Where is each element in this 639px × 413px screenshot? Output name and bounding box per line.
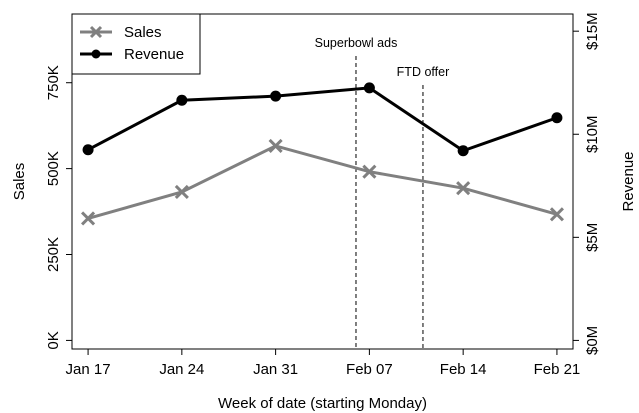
data-point-sales xyxy=(549,207,564,222)
marker-stroke xyxy=(174,184,189,200)
series-line-sales xyxy=(87,144,558,220)
y-tick-label: 250K xyxy=(45,237,62,272)
legend-label: Revenue xyxy=(124,46,184,63)
data-point-sales xyxy=(174,184,189,200)
series-line-revenue xyxy=(87,86,558,153)
axes-layer: Jan 17 Jan 24 Jan 31 Feb 07 Feb 14 Feb 21 0K 25… xyxy=(11,12,637,412)
x-tick-label: Feb 07 xyxy=(346,361,393,378)
x-tick-label: Feb 21 xyxy=(534,361,581,378)
marker-stroke xyxy=(81,211,96,226)
y2-axis-title: Revenue xyxy=(620,151,637,211)
data-point-sales xyxy=(81,211,96,226)
x-tick-label: Jan 24 xyxy=(159,361,204,378)
marker-stroke xyxy=(89,25,103,39)
plot-frame xyxy=(71,13,574,350)
legend: Sales Revenue xyxy=(71,13,201,75)
legend-label: Sales xyxy=(124,24,162,41)
legend-marker-x-icon xyxy=(89,25,103,39)
data-point-revenue xyxy=(363,82,375,94)
data-point-sales xyxy=(362,164,377,179)
marker-stroke xyxy=(362,164,377,179)
legend-box xyxy=(71,13,201,75)
y-axis-title: Sales xyxy=(11,163,28,201)
data-point-revenue xyxy=(551,112,563,124)
annotation-label: FTD offer xyxy=(397,65,450,79)
data-point-sales xyxy=(268,138,283,153)
y2-tick-label: $0M xyxy=(584,326,601,355)
data-point-revenue xyxy=(82,144,94,156)
legend-marker-circle-icon xyxy=(91,49,101,59)
x-tick-label: Feb 14 xyxy=(440,361,487,378)
marker-stroke xyxy=(549,207,564,222)
marker-stroke xyxy=(268,138,283,153)
data-point-revenue xyxy=(176,94,188,106)
x-axis-title: Week of date (starting Monday) xyxy=(218,395,427,412)
x-tick-label: Jan 31 xyxy=(253,361,298,378)
data-point-revenue xyxy=(270,90,282,102)
y-tick-label: 750K xyxy=(45,65,62,100)
y-tick-label: 0K xyxy=(45,331,62,349)
data-point-revenue xyxy=(457,145,469,157)
plot-layer: Superbowl ads FTD offer xyxy=(81,36,564,349)
annotation-label: Superbowl ads xyxy=(315,36,398,50)
y2-tick-label: $10M xyxy=(584,115,601,153)
marker-stroke xyxy=(456,181,471,196)
data-point-sales xyxy=(456,181,471,196)
y-tick-label: 500K xyxy=(45,151,62,186)
y2-tick-label: $15M xyxy=(584,12,601,50)
x-tick-label: Jan 17 xyxy=(66,361,111,378)
y2-tick-label: $5M xyxy=(584,223,601,252)
